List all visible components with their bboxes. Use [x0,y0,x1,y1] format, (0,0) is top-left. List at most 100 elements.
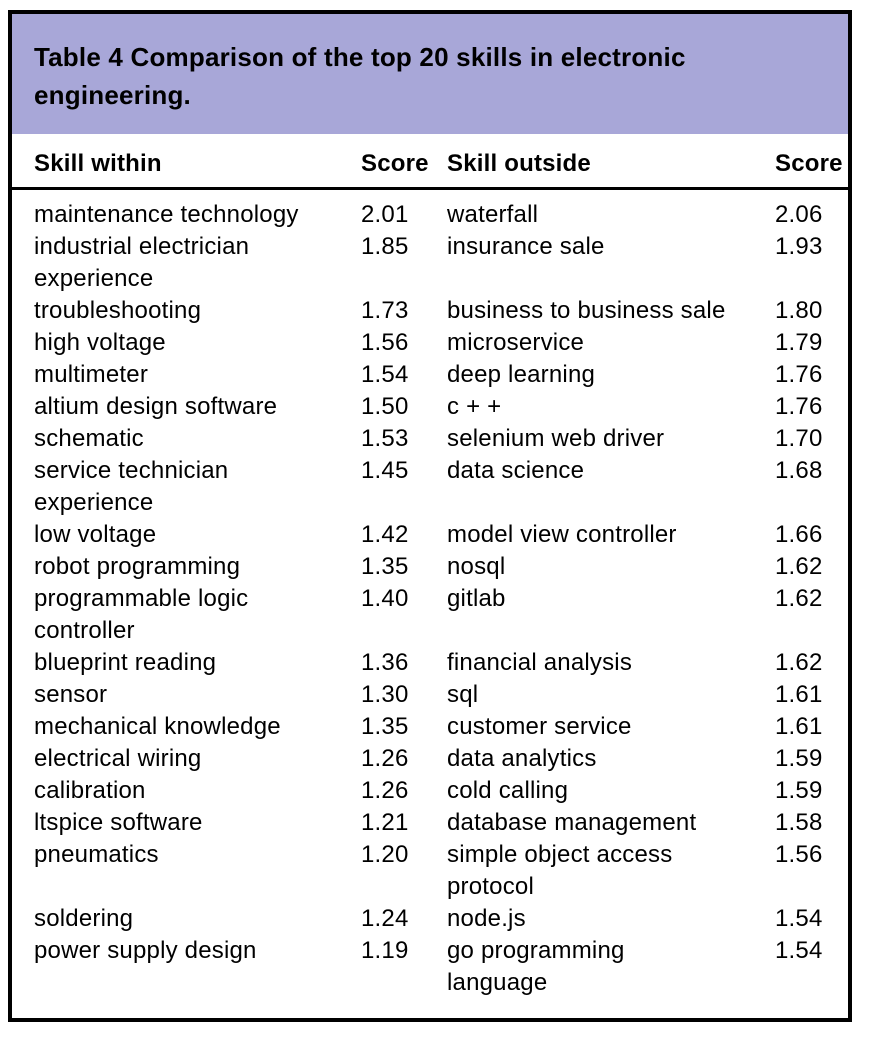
skill-outside-cell: microservice [447,329,585,356]
skill-outside-cell: data analytics [447,745,597,772]
score-within-cell: 1.54 [361,361,409,388]
skill-outside-cell: cold calling [447,777,569,804]
score-outside-cell: 1.62 [775,553,823,580]
column-header-skill-within: Skill within [12,150,347,190]
table-row: programmable logic controller 1.40 gitlab 1… [12,583,848,647]
score-outside-cell: 1.59 [775,745,823,772]
skill-within-cell: ltspice software [34,809,203,836]
score-within-cell: 1.35 [361,713,409,740]
score-outside-cell: 1.61 [775,681,823,708]
score-within-cell: 1.56 [361,329,409,356]
skill-outside-cell: selenium web driver [447,425,665,452]
score-outside-cell: 1.56 [775,841,823,868]
skill-within-cell: power supply design [34,937,257,964]
skill-outside-cell: database management [447,809,697,836]
score-outside-cell: 1.76 [775,393,823,420]
score-within-cell: 1.30 [361,681,409,708]
skill-within-cell: maintenance technology [34,201,299,228]
skill-within-cell: multimeter [34,361,149,388]
table-row: industrial electrician experience 1.85 ins… [12,231,848,295]
table-row: electrical wiring 1.26 data analytics 1.59 [12,743,848,775]
score-within-cell: 1.26 [361,777,409,804]
table-row: high voltage 1.56 microservice 1.79 [12,327,848,359]
skill-within-cell: altium design software [34,393,278,420]
table-row: sensor 1.30 sql 1.61 [12,679,848,711]
table-row: ltspice software 1.21 database management 1… [12,807,848,839]
score-within-cell: 1.42 [361,521,409,548]
skill-within-cell: mechanical knowledge [34,713,281,740]
skill-within-cell: schematic [34,425,144,452]
skill-outside-cell: simple object access protocol [447,841,673,900]
skill-outside-cell: sql [447,681,479,708]
skill-within-cell: sensor [34,681,108,708]
table-row: robot programming 1.35 nosql 1.62 [12,551,848,583]
skill-within-cell: high voltage [34,329,166,356]
skill-outside-cell: customer service [447,713,632,740]
skill-within-cell: low voltage [34,521,157,548]
skill-outside-cell: insurance sale [447,233,605,260]
score-within-cell: 1.73 [361,297,409,324]
table-body: maintenance technology 2.01 waterfall 2.06 i… [12,189,848,1000]
score-outside-cell: 1.93 [775,233,823,260]
table-row: multimeter 1.54 deep learning 1.76 [12,359,848,391]
table-row: power supply design 1.19 go programming la… [12,935,848,999]
table-frame: Table 4 Comparison of the top 20 skills … [8,10,852,1022]
skill-outside-cell: model view controller [447,521,677,548]
skill-outside-cell: financial analysis [447,649,633,676]
score-within-cell: 1.45 [361,457,409,484]
score-outside-cell: 1.79 [775,329,823,356]
score-within-cell: 1.53 [361,425,409,452]
score-outside-cell: 1.68 [775,457,823,484]
skill-outside-cell: waterfall [447,201,539,228]
skill-outside-cell: c + + [447,393,502,420]
score-within-cell: 1.26 [361,745,409,772]
skill-outside-cell: gitlab [447,585,506,612]
score-within-cell: 1.36 [361,649,409,676]
skill-within-cell: service technician experience [34,457,229,516]
skill-outside-cell: nosql [447,553,506,580]
skill-within-cell: blueprint reading [34,649,217,676]
skill-within-cell: robot programming [34,553,241,580]
table-row: altium design software 1.50 c + + 1.76 [12,391,848,423]
score-within-cell: 1.19 [361,937,409,964]
score-within-cell: 1.50 [361,393,409,420]
table-row: soldering 1.24 node.js 1.54 [12,903,848,935]
table-row: blueprint reading 1.36 financial analysis 1… [12,647,848,679]
score-outside-cell: 2.06 [775,201,823,228]
score-outside-cell: 1.66 [775,521,823,548]
table-header: Skill within Score Skill outside Score [12,150,848,190]
score-within-cell: 1.24 [361,905,409,932]
score-outside-cell: 1.61 [775,713,823,740]
skills-table: Skill within Score Skill outside Score m… [12,150,848,999]
column-header-score-within: Score [347,150,437,190]
score-outside-cell: 1.59 [775,777,823,804]
table-row: troubleshooting 1.73 business to business … [12,295,848,327]
table-row: pneumatics 1.20 simple object access proto… [12,839,848,903]
score-outside-cell: 1.80 [775,297,823,324]
skill-within-cell: soldering [34,905,134,932]
skill-outside-cell: go programming language [447,937,625,996]
table-row: low voltage 1.42 model view controller 1.66 [12,519,848,551]
table-row: service technician experience 1.45 data sc… [12,455,848,519]
score-within-cell: 1.85 [361,233,409,260]
score-within-cell: 1.40 [361,585,409,612]
score-outside-cell: 1.54 [775,905,823,932]
table-row: calibration 1.26 cold calling 1.59 [12,775,848,807]
skill-within-cell: industrial electrician experience [34,233,250,292]
skill-outside-cell: node.js [447,905,526,932]
skill-outside-cell: data science [447,457,585,484]
header-row: Skill within Score Skill outside Score [12,150,848,190]
table-title-band: Table 4 Comparison of the top 20 skills … [12,14,848,134]
score-outside-cell: 1.76 [775,361,823,388]
column-header-skill-outside: Skill outside [437,150,769,190]
score-within-cell: 1.20 [361,841,409,868]
table-row: mechanical knowledge 1.35 customer service… [12,711,848,743]
table-title: Table 4 Comparison of the top 20 skills … [34,42,686,110]
score-outside-cell: 1.54 [775,937,823,964]
score-outside-cell: 1.62 [775,585,823,612]
score-within-cell: 2.01 [361,201,409,228]
table-row: maintenance technology 2.01 waterfall 2.06 [12,189,848,232]
skill-within-cell: pneumatics [34,841,159,868]
skill-within-cell: calibration [34,777,146,804]
